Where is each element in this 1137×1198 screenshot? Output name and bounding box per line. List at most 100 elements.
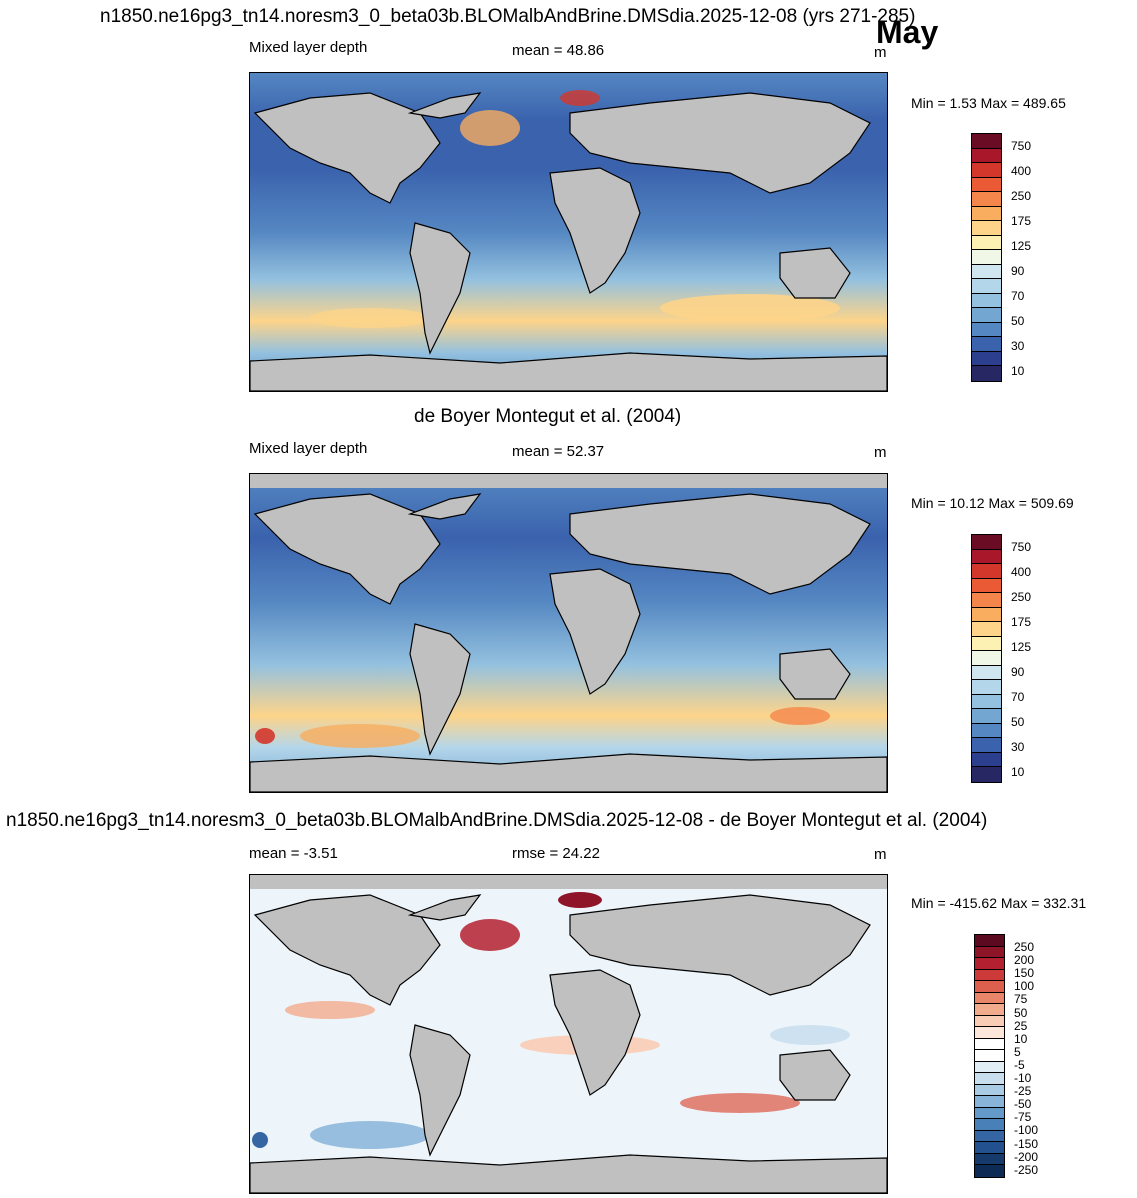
colorbar-segment	[972, 738, 1001, 753]
colorbar-segment	[972, 767, 1001, 782]
colorbar-segment	[972, 694, 1001, 709]
colorbar-segment	[972, 578, 1001, 593]
panel-2-minmax: Min = 10.12 Max = 509.69	[911, 495, 1074, 511]
panel-1-colorbar	[971, 133, 1002, 382]
colorbar-tick-label: -150	[1014, 1136, 1039, 1151]
colorbar-segment	[972, 535, 1001, 550]
colorbar-tick-label: -100	[1014, 1123, 1039, 1138]
colorbar-tick-label: 750	[1011, 540, 1032, 554]
colorbar-tick-label: 25	[1014, 1018, 1028, 1033]
panel-1-units: m	[874, 44, 887, 61]
colorbar-tick-label: 10	[1014, 1031, 1028, 1046]
colorbar-tick-label: 125	[1011, 640, 1032, 654]
panel-2-mean-label: mean = 52.37	[512, 443, 605, 460]
colorbar-segment	[975, 1027, 1004, 1039]
colorbar-segment	[975, 935, 1004, 947]
panel-3-colorbar	[974, 934, 1005, 1178]
colorbar-segment	[975, 1084, 1004, 1096]
colorbar-segment	[972, 651, 1001, 666]
panel-3-minmax: Min = -415.62 Max = 332.31	[911, 895, 1087, 911]
colorbar-segment	[972, 163, 1001, 178]
colorbar-segment	[975, 1038, 1004, 1050]
colorbar-segment	[975, 1015, 1004, 1027]
panel-3-map	[249, 874, 888, 1194]
panel-3-rmse-label: rmse = 24.22	[512, 845, 600, 862]
panel-2-title: de Boyer Montegut et al. (2004)	[414, 406, 682, 427]
colorbar-tick-label: 90	[1011, 665, 1025, 679]
colorbar-segment	[972, 351, 1001, 366]
colorbar-tick-label: 50	[1014, 1005, 1028, 1020]
colorbar-segment	[972, 709, 1001, 724]
panel-1-title: n1850.ne16pg3_tn14.noresm3_0_beta03b.BLO…	[100, 6, 916, 27]
colorbar-segment	[972, 250, 1001, 265]
colorbar-tick-label: 30	[1011, 740, 1025, 754]
colorbar-tick-label: -5	[1014, 1057, 1025, 1072]
colorbar-tick-label: 400	[1011, 565, 1032, 579]
colorbar-segment	[972, 636, 1001, 651]
panel-2-left-label: Mixed layer depth	[249, 440, 368, 457]
colorbar-segment	[972, 564, 1001, 579]
colorbar-segment	[972, 549, 1001, 564]
colorbar-tick-label: -250	[1014, 1162, 1039, 1177]
panel-2-colorbar	[971, 534, 1002, 783]
colorbar-segment	[972, 622, 1001, 637]
colorbar-tick-label: 200	[1014, 953, 1035, 968]
colorbar-segment	[972, 148, 1001, 163]
panel-3-map-svg	[250, 875, 887, 1193]
panel-2-map	[249, 473, 888, 793]
colorbar-segment	[972, 680, 1001, 695]
colorbar-tick-label: 250	[1014, 940, 1035, 954]
panel-1-map-svg	[250, 73, 887, 391]
colorbar-tick-label: 125	[1011, 239, 1032, 253]
colorbar-tick-label: 250	[1011, 590, 1032, 604]
colorbar-segment	[972, 665, 1001, 680]
colorbar-segment	[975, 969, 1004, 981]
colorbar-tick-label: 175	[1011, 615, 1032, 629]
panel-1-left-label: Mixed layer depth	[249, 39, 368, 56]
colorbar-segment	[975, 981, 1004, 993]
colorbar-segment	[975, 1165, 1004, 1177]
panel-2-map-svg	[250, 474, 887, 792]
colorbar-segment	[972, 235, 1001, 250]
colorbar-segment	[975, 1073, 1004, 1085]
colorbar-tick-label: 100	[1014, 979, 1035, 994]
colorbar-tick-label: 750	[1011, 139, 1032, 153]
colorbar-segment	[972, 322, 1001, 337]
colorbar-tick-label: 175	[1011, 214, 1032, 228]
colorbar-segment	[975, 1107, 1004, 1119]
colorbar-segment	[972, 264, 1001, 279]
colorbar-segment	[975, 1061, 1004, 1073]
colorbar-tick-label: 30	[1011, 339, 1025, 353]
colorbar-tick-label: -50	[1014, 1097, 1032, 1112]
colorbar-tick-label: 5	[1014, 1044, 1021, 1059]
panel-2-units: m	[874, 444, 887, 461]
colorbar-segment	[975, 958, 1004, 970]
month-label: May	[876, 14, 939, 50]
colorbar-segment	[972, 593, 1001, 608]
panel-3-mean-label: mean = -3.51	[249, 845, 338, 862]
colorbar-tick-label: -75	[1014, 1110, 1032, 1125]
colorbar-segment	[975, 946, 1004, 958]
colorbar-segment	[972, 337, 1001, 352]
colorbar-tick-label: -200	[1014, 1149, 1039, 1164]
colorbar-segment	[975, 1050, 1004, 1062]
colorbar-segment	[972, 279, 1001, 294]
colorbar-segment	[972, 308, 1001, 323]
panel-3-units: m	[874, 846, 887, 863]
colorbar-tick-label: -10	[1014, 1071, 1032, 1085]
colorbar-segment	[972, 366, 1001, 381]
colorbar-tick-label: -25	[1014, 1084, 1032, 1099]
panel-1-map	[249, 72, 888, 392]
panel-3-title: n1850.ne16pg3_tn14.noresm3_0_beta03b.BLO…	[6, 810, 988, 831]
colorbar-segment	[972, 134, 1001, 149]
colorbar-tick-label: 90	[1011, 264, 1025, 278]
colorbar-segment	[972, 752, 1001, 767]
colorbar-segment	[975, 1153, 1004, 1165]
colorbar-segment	[972, 293, 1001, 308]
colorbar-tick-label: 150	[1014, 966, 1035, 981]
colorbar-segment	[975, 1130, 1004, 1142]
colorbar-segment	[975, 1119, 1004, 1131]
colorbar-segment	[972, 206, 1001, 221]
colorbar-segment	[972, 723, 1001, 738]
colorbar-tick-label: 50	[1011, 715, 1025, 729]
